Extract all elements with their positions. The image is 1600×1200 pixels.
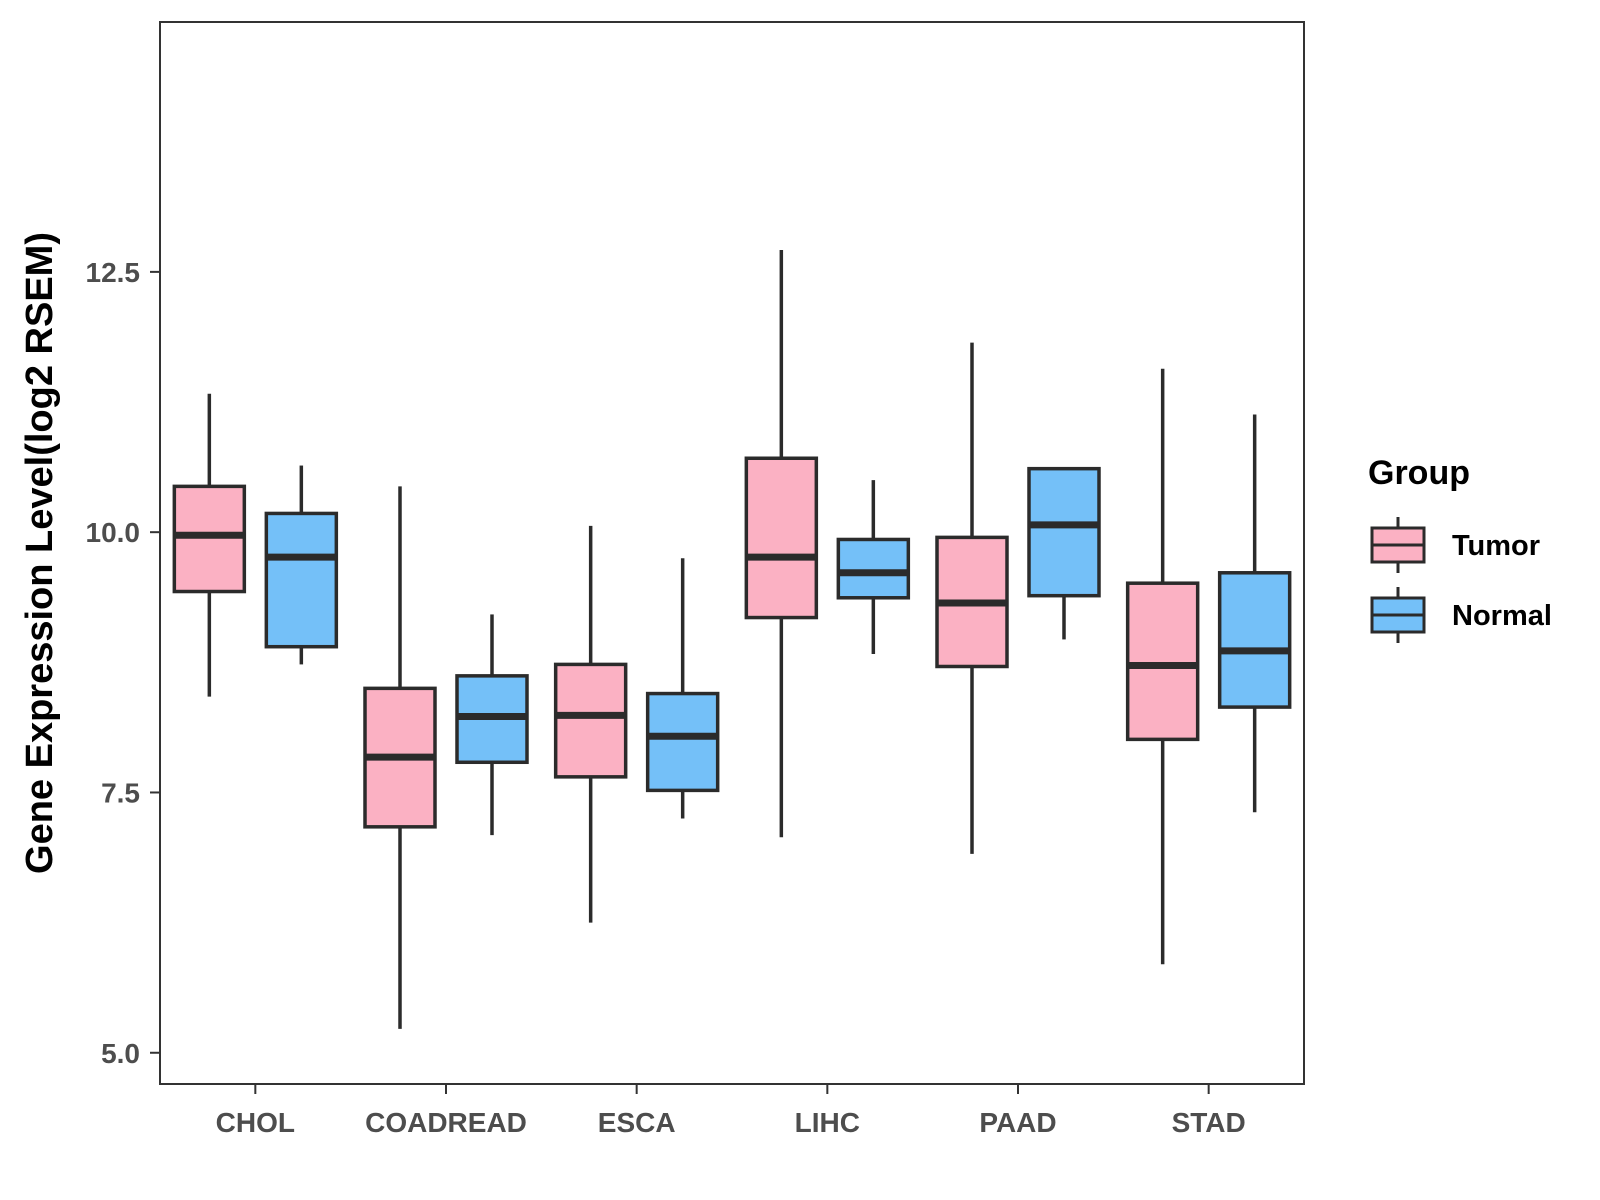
y-tick-label: 10.0 <box>86 517 141 548</box>
x-tick-label: PAAD <box>979 1107 1056 1138</box>
y-axis-title: Gene Expression Level(log2 RSEM) <box>19 232 61 874</box>
box-normal-coadread <box>455 614 529 836</box>
x-tick-label: LIHC <box>795 1107 860 1138</box>
y-tick-label: 12.5 <box>86 257 141 288</box>
box-iqr <box>264 511 339 649</box>
x-tick-label: STAD <box>1172 1107 1246 1138</box>
box-iqr <box>553 662 628 779</box>
x-axis: CHOL COADREAD ESCA LIHC PAAD STAD <box>216 1084 1246 1138</box>
x-tick-label: COADREAD <box>365 1107 527 1138</box>
box-normal-stad <box>1217 414 1292 813</box>
legend-title: Group <box>1368 454 1470 492</box>
box-normal-chol <box>264 465 339 665</box>
legend-key-normal <box>1370 587 1426 643</box>
box-tumor-paad <box>935 342 1009 854</box>
box-iqr <box>645 691 720 793</box>
box-iqr <box>836 537 911 600</box>
box-iqr <box>744 456 819 620</box>
box-iqr <box>172 484 247 594</box>
y-tick-label: 5.0 <box>101 1038 140 1069</box>
x-tick-label: CHOL <box>216 1107 295 1138</box>
plot-panel-border <box>159 21 1305 1085</box>
box-iqr <box>1125 581 1200 742</box>
box-tumor-lihc <box>744 250 819 838</box>
legend-label-tumor: Tumor <box>1452 530 1540 562</box>
box-tumor-esca <box>553 525 628 923</box>
y-tick-label: 7.5 <box>101 777 140 808</box>
box-normal-esca <box>645 558 720 819</box>
legend-key-tumor <box>1370 517 1426 573</box>
legend-label-normal: Normal <box>1452 600 1552 632</box>
box-tumor-coadread <box>363 486 437 1029</box>
legend: Group Tumor Normal <box>1368 454 1552 643</box>
box-tumor-stad <box>1125 368 1200 965</box>
box-normal-paad <box>1027 466 1101 640</box>
box-iqr <box>1027 466 1101 598</box>
y-axis: 5.0 7.5 10.0 12.5 <box>86 257 160 1069</box>
box-normal-lihc <box>836 480 911 654</box>
x-tick-label: ESCA <box>598 1107 676 1138</box>
box-tumor-chol <box>172 393 247 697</box>
boxes-layer <box>172 250 1292 1029</box>
box-iqr <box>1217 571 1292 709</box>
